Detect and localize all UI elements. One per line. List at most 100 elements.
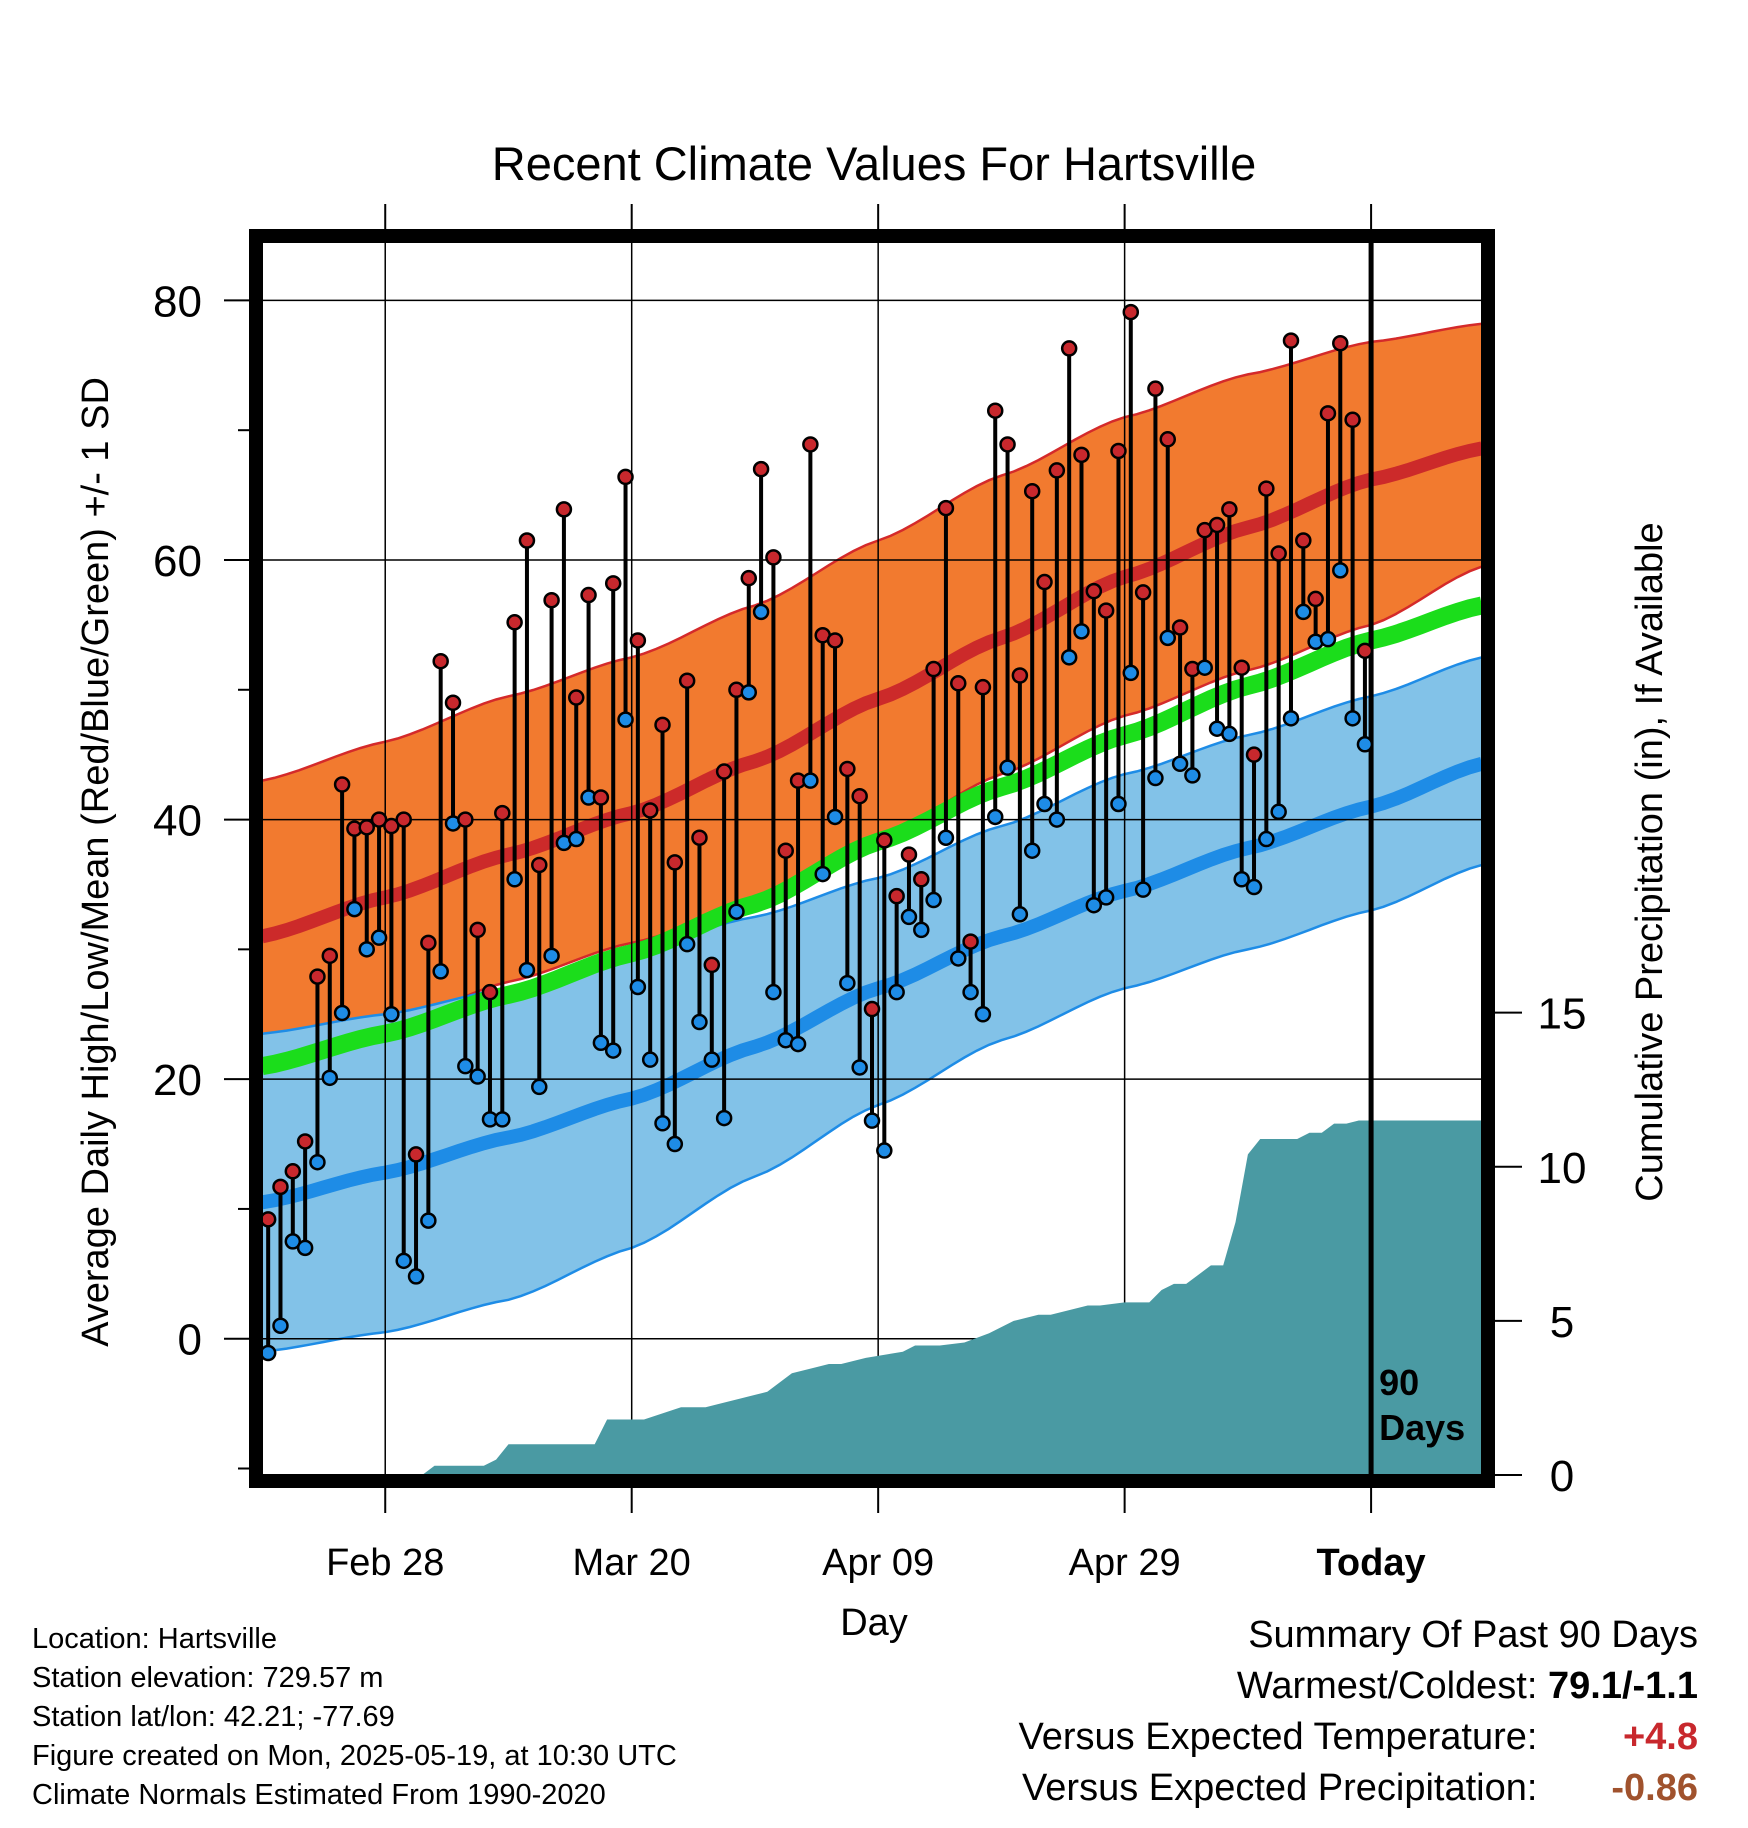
daily-high-point bbox=[900, 846, 918, 863]
daily-low-point bbox=[272, 1317, 289, 1334]
daily-high-point bbox=[444, 694, 462, 712]
daily-low-point bbox=[383, 1005, 400, 1023]
daily-high-point bbox=[1134, 584, 1152, 601]
daily-high-point bbox=[1332, 334, 1349, 352]
y-tick-label: 20 bbox=[153, 1056, 202, 1105]
chart-title: Recent Climate Values For Hartsville bbox=[492, 137, 1256, 190]
daily-high-point bbox=[986, 402, 1004, 419]
y2-tick-label: 0 bbox=[1550, 1452, 1574, 1501]
daily-high-point bbox=[1147, 380, 1164, 397]
daily-low-point bbox=[1344, 710, 1361, 727]
daily-low-point bbox=[543, 947, 560, 965]
daily-low-point bbox=[506, 871, 523, 888]
daily-low-point bbox=[752, 603, 770, 621]
daily-high-point bbox=[604, 575, 622, 592]
daily-low-point bbox=[999, 759, 1016, 776]
daily-low-point bbox=[703, 1051, 721, 1068]
precip-anomaly-label: Versus Expected Precipitation: bbox=[1022, 1767, 1538, 1809]
daily-high-point bbox=[962, 933, 979, 950]
daily-low-point bbox=[1295, 603, 1312, 621]
daily-low-point bbox=[1282, 710, 1300, 727]
daily-high-point bbox=[1159, 431, 1177, 448]
daily-low-point bbox=[1171, 755, 1189, 773]
daily-high-point bbox=[309, 968, 326, 985]
location-text: Location: Hartsville bbox=[32, 1623, 277, 1655]
daily-low-point bbox=[346, 900, 363, 918]
daily-low-point bbox=[900, 908, 918, 926]
daily-high-point bbox=[580, 586, 597, 604]
daily-high-point bbox=[383, 817, 400, 835]
daily-high-point bbox=[395, 811, 412, 828]
daily-low-point bbox=[1023, 842, 1041, 859]
daily-low-point bbox=[986, 808, 1004, 826]
x-axis-label: Day bbox=[840, 1602, 908, 1644]
daily-high-point bbox=[531, 856, 548, 874]
daily-low-point bbox=[863, 1112, 881, 1129]
normals-text: Climate Normals Estimated From 1990-2020 bbox=[32, 1779, 606, 1811]
y2-tick-label: 15 bbox=[1538, 990, 1587, 1039]
daily-low-point bbox=[691, 1013, 708, 1031]
daily-high-point bbox=[678, 672, 696, 689]
daily-high-point bbox=[1110, 442, 1127, 460]
daily-low-point bbox=[629, 978, 647, 996]
daily-low-point bbox=[1319, 630, 1337, 648]
daily-high-point bbox=[432, 652, 449, 670]
daily-low-point bbox=[531, 1078, 548, 1096]
daily-low-point bbox=[839, 974, 856, 992]
daily-low-point bbox=[518, 961, 536, 979]
low-normal-line bbox=[262, 757, 1482, 1210]
daily-low-point bbox=[395, 1252, 412, 1270]
daily-high-point bbox=[543, 591, 560, 609]
daily-high-point bbox=[666, 854, 684, 871]
high-sd-band bbox=[262, 323, 1482, 1060]
y-tick-label: 40 bbox=[153, 797, 202, 846]
daily-low-point bbox=[617, 711, 634, 728]
daily-high-point bbox=[937, 499, 955, 517]
precip-anomaly-value: -0.86 bbox=[1611, 1767, 1698, 1809]
daily-low-point bbox=[1270, 803, 1287, 821]
daily-high-point bbox=[469, 921, 486, 939]
daily-high-point bbox=[1307, 590, 1324, 608]
daily-low-point bbox=[826, 808, 844, 826]
daily-high-point bbox=[863, 1000, 881, 1018]
daily-high-point bbox=[1282, 332, 1300, 349]
daily-high-point bbox=[629, 632, 647, 649]
daily-high-point bbox=[876, 832, 893, 849]
daily-high-point bbox=[888, 887, 905, 905]
precipitation-area bbox=[262, 1120, 1482, 1475]
elevation-text: Station elevation: 729.57 m bbox=[32, 1662, 384, 1694]
daily-low-point bbox=[494, 1111, 511, 1128]
temp-anomaly-value: +4.8 bbox=[1622, 1716, 1698, 1758]
daily-low-point bbox=[407, 1268, 425, 1285]
daily-high-point bbox=[1048, 462, 1066, 479]
daily-low-point bbox=[1221, 725, 1238, 743]
daily-low-point bbox=[592, 1034, 610, 1052]
daily-low-point bbox=[715, 1109, 733, 1127]
daily-high-point bbox=[1319, 405, 1337, 422]
plot-frame bbox=[249, 229, 1495, 1488]
daily-high-point bbox=[950, 675, 967, 692]
daily-low-point bbox=[641, 1051, 659, 1068]
daily-high-point bbox=[802, 436, 819, 453]
daily-high-point bbox=[740, 569, 758, 587]
daily-high-point bbox=[826, 632, 844, 649]
daily-low-point bbox=[654, 1115, 671, 1132]
daily-high-point bbox=[974, 678, 992, 696]
daily-low-point bbox=[296, 1239, 314, 1257]
daily-low-point bbox=[802, 772, 819, 789]
daily-high-point bbox=[1011, 667, 1029, 684]
daily-low-point bbox=[321, 1069, 339, 1087]
y2-tick-label: 5 bbox=[1550, 1298, 1574, 1347]
created-text: Figure created on Mon, 2025-05-19, at 10… bbox=[32, 1740, 677, 1772]
summary-heading: Summary Of Past 90 Days bbox=[1248, 1614, 1698, 1656]
daily-low-point bbox=[1233, 871, 1250, 888]
daily-low-point bbox=[913, 921, 930, 939]
x-tick-label: Mar 20 bbox=[573, 1542, 691, 1584]
daily-low-point bbox=[309, 1153, 326, 1171]
daily-high-point bbox=[272, 1178, 289, 1196]
daily-low-point bbox=[765, 983, 782, 1001]
daily-low-point bbox=[1073, 623, 1090, 640]
daily-high-point bbox=[1023, 482, 1041, 500]
summary-panel: Summary Of Past 90 Days Warmest/Coldest:… bbox=[1019, 1610, 1698, 1814]
daily-low-point bbox=[1085, 896, 1103, 914]
